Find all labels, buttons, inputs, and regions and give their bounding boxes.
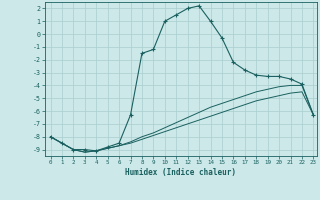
X-axis label: Humidex (Indice chaleur): Humidex (Indice chaleur): [125, 168, 236, 177]
